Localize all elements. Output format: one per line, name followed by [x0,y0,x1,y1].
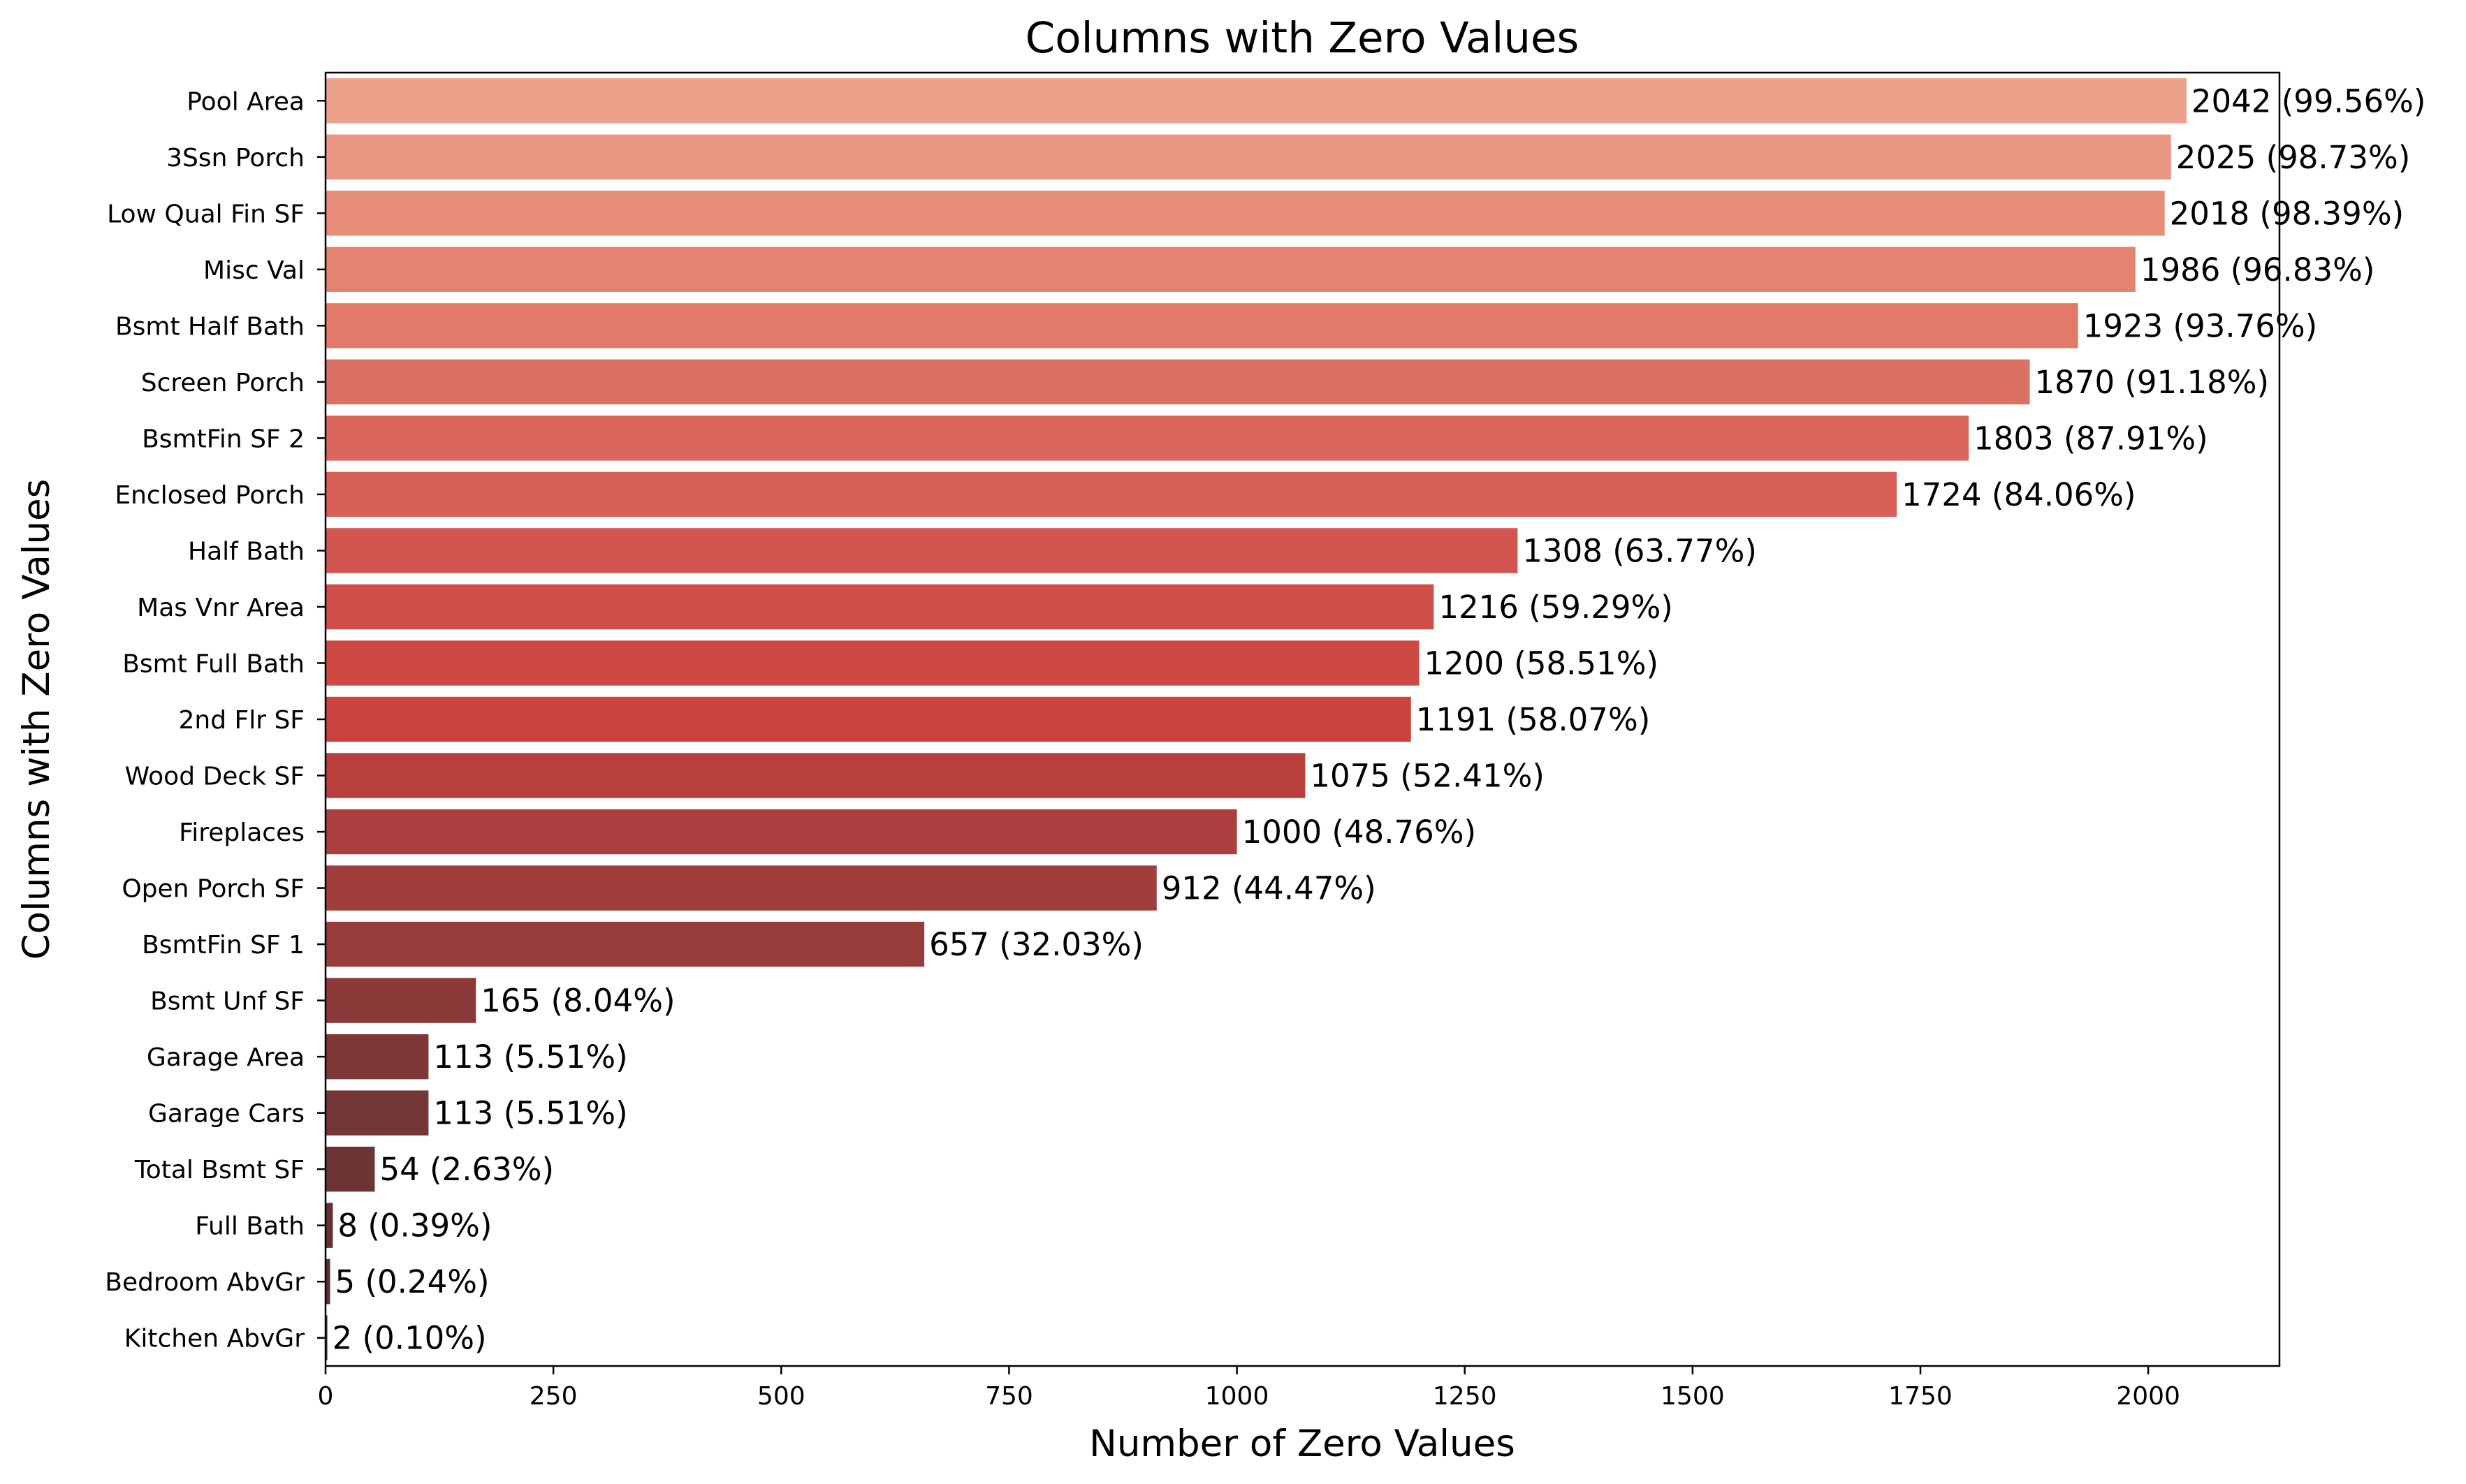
bar-pool-area [326,78,2187,124]
x-tick-label: 1500 [1661,1382,1725,1411]
y-tick-label: Mas Vnr Area [137,594,305,622]
bar-value-label: 165 (8.04%) [481,983,675,1020]
bar-value-label: 2042 (99.56%) [2191,82,2426,119]
bar-value-label: 2018 (98.39%) [2170,195,2405,232]
y-tick-label: Wood Deck SF [125,763,305,791]
bar-value-label: 113 (5.51%) [433,1095,627,1132]
bar-garage-area [326,1034,429,1080]
bar-kitchen-abvgr [326,1315,328,1360]
x-tick-label: 1250 [1433,1382,1497,1411]
bar-low-qual-fin-sf [326,191,2165,236]
bar-total-bsmt-sf [326,1146,375,1192]
bar-bsmtfin-sf-1 [326,921,925,967]
bar-value-label: 1000 (48.76%) [1242,814,1477,851]
bar-open-porch-sf [326,865,1157,911]
bar-value-label: 1308 (63.77%) [1522,532,1757,569]
bar-labels-group: 2042 (99.56%) 2025 (98.73%) 2018 (98.39%) 1… [333,82,2426,1356]
bar-bsmt-half-bath [326,303,2078,348]
y-axis-ticks: Pool Area 3Ssn Porch Low Qual Fin SF Misc V… [105,87,326,1353]
x-axis-ticks: 0 250 500 750 1000 1250 1500 1750 2000 [318,1366,2180,1411]
y-tick-label: Full Bath [195,1212,305,1241]
bar-bsmt-full-bath [326,640,1420,686]
bar-value-label: 1870 (91.18%) [2035,364,2270,401]
y-tick-label: Bedroom AbvGr [105,1268,305,1297]
bar-value-label: 912 (44.47%) [1162,870,1376,907]
bar-value-label: 1075 (52.41%) [1310,758,1545,795]
y-tick-label: Garage Area [147,1043,305,1072]
y-tick-label: 2nd Flr SF [178,706,305,735]
x-tick-label: 0 [318,1382,334,1411]
bar-value-label: 113 (5.51%) [433,1038,627,1075]
bar-half-bath [326,528,1518,573]
x-tick-label: 1000 [1205,1382,1269,1411]
bar-value-label: 1191 (58.07%) [1416,701,1651,738]
bar-value-label: 5 (0.24%) [335,1263,490,1300]
x-axis-label: Number of Zero Values [1089,1423,1515,1465]
y-tick-label: Kitchen AbvGr [124,1325,305,1353]
bar-value-label: 657 (32.03%) [929,926,1144,963]
y-tick-label: BsmtFin SF 1 [142,931,305,960]
y-tick-label: Fireplaces [179,818,305,847]
bar-3ssn-porch [326,134,2171,179]
bar-enclosed-porch [326,471,1897,517]
y-tick-label: Half Bath [188,537,305,566]
y-tick-label: Open Porch SF [122,875,305,904]
bar-wood-deck-sf [326,753,1306,798]
bar-fireplaces [326,809,1237,855]
bar-bedroom-abvgr [326,1259,330,1305]
bar-screen-porch [326,359,2030,405]
x-tick-label: 2000 [2116,1382,2180,1411]
y-axis-label: Columns with Zero Values [15,479,58,960]
bar-value-label: 1200 (58.51%) [1424,645,1658,682]
y-tick-label: Low Qual Fin SF [107,200,305,228]
y-tick-label: Garage Cars [148,1100,305,1129]
bar-bsmt-unf-sf [326,978,476,1023]
y-tick-label: Bsmt Full Bath [122,649,305,678]
bar-value-label: 1986 (96.83%) [2140,251,2375,288]
y-tick-label: BsmtFin SF 2 [142,425,305,453]
bar-bsmtfin-sf-2 [326,416,1969,461]
bar-mas-vnr-area [326,584,1434,630]
x-tick-label: 1750 [1888,1382,1953,1411]
bar-value-label: 1923 (93.76%) [2083,307,2318,344]
bar-full-bath [326,1203,333,1248]
bar-garage-cars [326,1090,429,1136]
bar-value-label: 54 (2.63%) [379,1151,554,1188]
bar-value-label: 1216 (59.29%) [1438,589,1673,626]
y-tick-label: 3Ssn Porch [166,144,305,172]
y-tick-label: Screen Porch [141,369,305,397]
y-tick-label: Misc Val [203,256,305,285]
y-tick-label: Enclosed Porch [115,481,305,510]
bar-2nd-flr-sf [326,696,1411,742]
x-tick-label: 750 [985,1382,1033,1411]
y-tick-label: Bsmt Unf SF [150,987,305,1016]
bar-misc-val [326,247,2136,293]
bar-value-label: 1724 (84.06%) [1902,476,2136,513]
bar-value-label: 1803 (87.91%) [1973,420,2208,457]
bar-value-label: 8 (0.39%) [337,1207,492,1244]
bars-group [326,78,2187,1360]
chart-title: Columns with Zero Values [1026,13,1579,63]
y-tick-label: Total Bsmt SF [134,1156,305,1184]
y-tick-label: Bsmt Half Bath [115,312,305,341]
bar-value-label: 2025 (98.73%) [2176,139,2411,176]
plot-frame [324,71,2281,1367]
x-tick-label: 500 [757,1382,805,1411]
bar-value-label: 2 (0.10%) [333,1320,487,1357]
x-tick-label: 250 [530,1382,578,1411]
y-tick-label: Pool Area [187,87,305,116]
